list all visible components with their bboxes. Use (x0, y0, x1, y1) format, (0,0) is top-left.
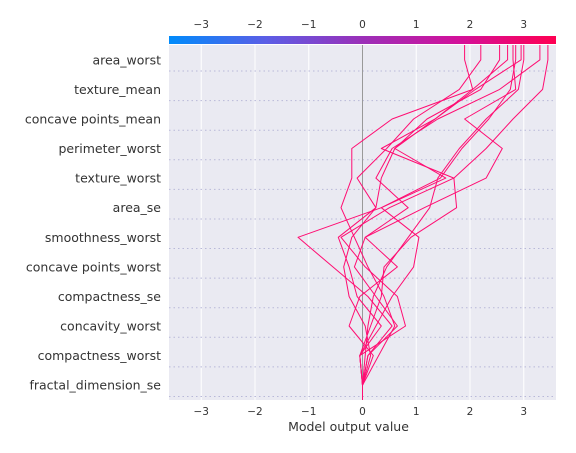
colorbar (169, 36, 556, 44)
x-tick-label-bottom: −3 (194, 406, 209, 418)
feature-label: compactness_se (58, 289, 161, 304)
x-tick-label-bottom: 3 (520, 406, 527, 418)
decision-line-10 (337, 45, 501, 400)
x-tick-label-top: −2 (247, 19, 262, 31)
decision-line-5 (353, 45, 541, 400)
x-tick-label-bottom: −2 (247, 406, 262, 418)
decision-line-1 (362, 45, 525, 400)
feature-label: texture_mean (74, 82, 161, 97)
decision-line-7 (297, 45, 474, 400)
x-axis-title: Model output value (288, 419, 409, 434)
feature-label: area_se (113, 200, 162, 215)
decision-line-4 (340, 45, 522, 400)
feature-label: smoothness_worst (45, 230, 161, 245)
x-tick-label-top: −1 (301, 19, 316, 31)
x-tick-label-top: 2 (467, 19, 474, 31)
x-tick-label-bottom: 0 (359, 406, 366, 418)
feature-label: concave points_mean (25, 111, 161, 126)
x-tick-label-top: 3 (520, 19, 527, 31)
decision-line-8 (348, 45, 517, 400)
decision-line-6 (359, 45, 549, 400)
feature-label: perimeter_worst (58, 141, 161, 156)
feature-label: concave points_worst (26, 259, 161, 274)
decision-line-9 (340, 45, 509, 400)
feature-label: compactness_worst (38, 348, 161, 363)
x-tick-label-top: 0 (359, 19, 366, 31)
x-tick-label-bottom: 2 (467, 406, 474, 418)
x-tick-label-top: 1 (413, 19, 420, 31)
feature-label: concavity_worst (60, 319, 161, 334)
feature-label: texture_worst (75, 171, 161, 186)
x-tick-label-bottom: −1 (301, 406, 316, 418)
x-tick-label-top: −3 (194, 19, 209, 31)
feature-label: fractal_dimension_se (29, 378, 161, 393)
feature-label: area_worst (92, 52, 161, 67)
x-tick-label-bottom: 1 (413, 406, 420, 418)
